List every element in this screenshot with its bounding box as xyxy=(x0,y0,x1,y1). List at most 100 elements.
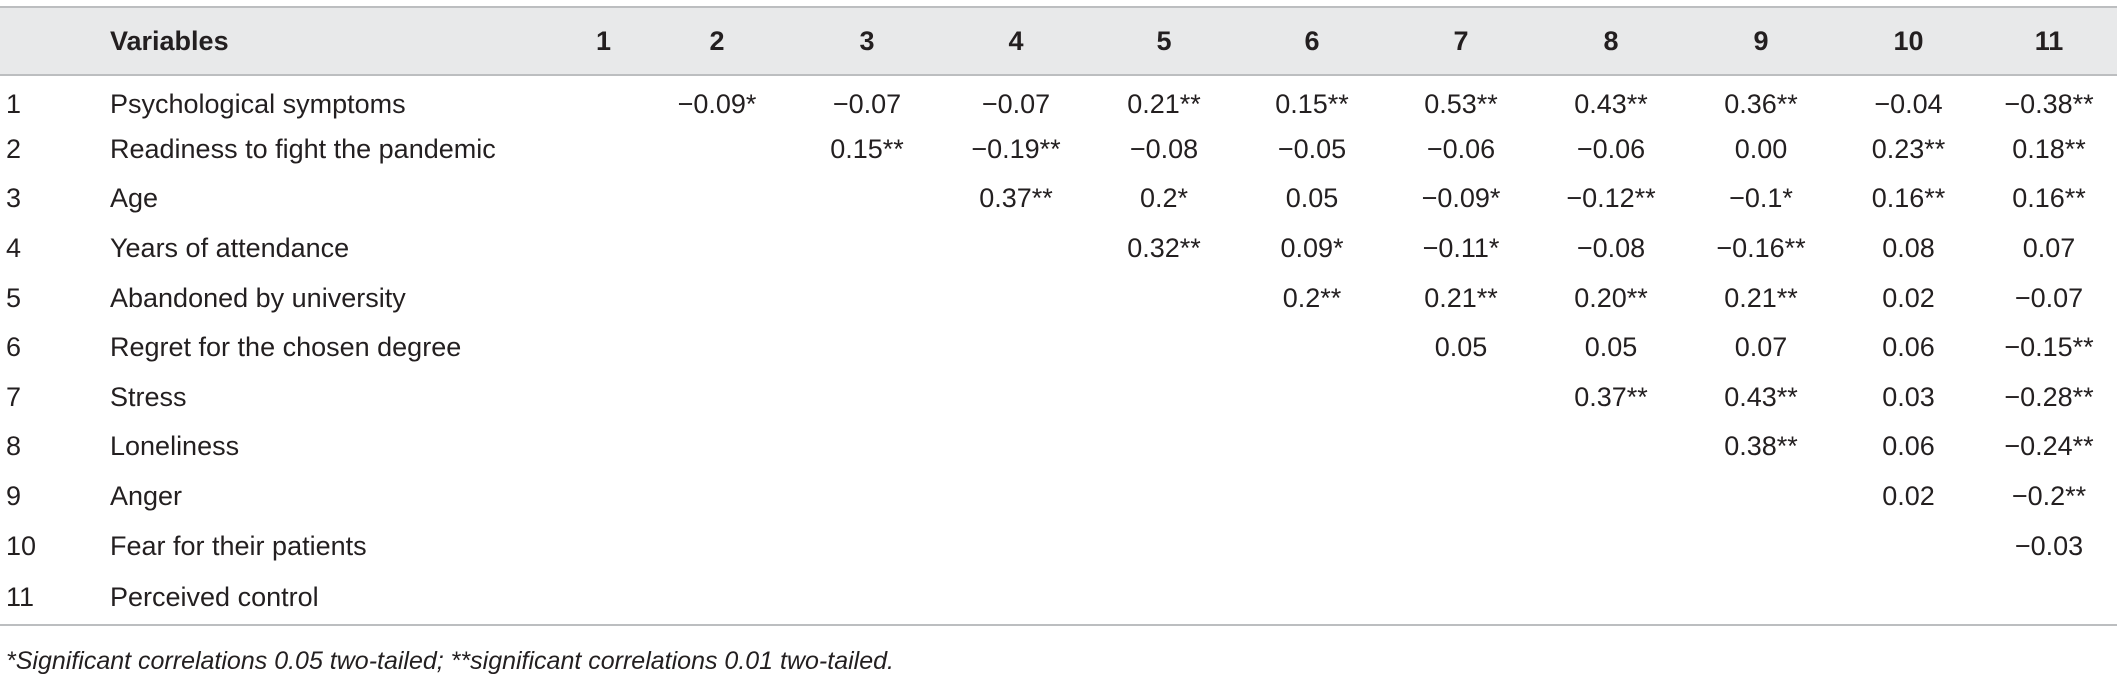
correlation-cell-5: 0.32** xyxy=(1127,233,1201,264)
correlation-cell-8: 0.20** xyxy=(1574,282,1648,313)
table-row: 4 Years of attendance 0.32** 0.09* −0.11* −0.… xyxy=(0,224,2117,274)
correlation-cell-3 xyxy=(792,422,942,472)
correlation-cell-7: 0.53** xyxy=(1424,88,1498,119)
correlation-cell-1 xyxy=(565,323,642,373)
correlation-cell-10: 0.02 xyxy=(1882,481,1935,512)
correlation-cell-10 xyxy=(1836,570,1981,626)
correlation-cell-4 xyxy=(942,273,1090,323)
correlation-cell-10: 0.08 xyxy=(1882,233,1935,264)
correlation-cell-11: −0.03 xyxy=(2014,530,2084,561)
correlation-cell-2 xyxy=(642,422,792,472)
correlation-cell-2 xyxy=(642,570,792,626)
correlation-cell-2 xyxy=(642,224,792,274)
correlation-cell-8: 0.43** xyxy=(1574,88,1648,119)
row-number: 4 xyxy=(6,233,22,264)
correlation-cell-11: −0.2** xyxy=(2011,481,2087,512)
correlation-cell-3 xyxy=(792,472,942,522)
correlation-cell-4 xyxy=(942,472,1090,522)
correlation-cell-5 xyxy=(1090,521,1238,571)
table-row: 6 Regret for the chosen degree 0.05 0.05 0.0… xyxy=(0,323,2117,373)
table-row: 1 Psychological symptoms −0.09* −0.07 −0.07 0… xyxy=(0,75,2117,125)
correlation-cell-8 xyxy=(1536,521,1686,571)
variable-name: Fear for their patients xyxy=(110,530,367,561)
correlation-cell-7 xyxy=(1386,570,1536,626)
correlation-cell-8 xyxy=(1536,570,1686,626)
row-number: 11 xyxy=(0,570,110,626)
correlation-cell-10: 0.16** xyxy=(1871,183,1946,214)
correlation-cell-1 xyxy=(565,224,642,274)
row-number: 1 xyxy=(6,88,22,119)
correlation-cell-3 xyxy=(792,570,942,626)
correlation-cell-5: 0.2* xyxy=(1139,183,1189,214)
correlation-cell-10: 0.03 xyxy=(1882,381,1935,412)
row-number: 9 xyxy=(6,481,22,512)
variable-name: Years of attendance xyxy=(110,233,350,264)
header-col-6: 6 xyxy=(1238,6,1386,76)
correlation-cell-6 xyxy=(1238,472,1386,522)
correlation-cell-10: 0.06 xyxy=(1882,431,1935,462)
correlation-cell-6 xyxy=(1238,570,1386,626)
correlation-cell-2 xyxy=(642,521,792,571)
variable-name: Stress xyxy=(110,381,187,412)
correlation-cell-4: −0.19** xyxy=(971,133,1061,164)
correlation-cell-8: −0.06 xyxy=(1576,133,1646,164)
table-row: 11 Perceived control xyxy=(0,570,2117,626)
correlation-cell-1 xyxy=(565,75,642,125)
correlation-cell-5 xyxy=(1090,373,1238,423)
variable-name: Psychological symptoms xyxy=(110,88,406,119)
correlation-cell-9: 0.43** xyxy=(1724,381,1798,412)
table-row: 5 Abandoned by university 0.2** 0.21** 0.20*… xyxy=(0,273,2117,323)
correlation-cell-3: −0.07 xyxy=(832,88,902,119)
correlation-cell-7: 0.21** xyxy=(1424,282,1498,313)
correlation-cell-11: −0.28** xyxy=(2004,381,2094,412)
row-number: 6 xyxy=(6,332,22,363)
correlation-table: Variables 1 2 3 4 5 6 7 8 9 10 11 1 Psych… xyxy=(0,6,2117,626)
correlation-cell-2 xyxy=(642,323,792,373)
correlation-cell-3 xyxy=(792,174,942,224)
correlation-cell-5: −0.08 xyxy=(1129,133,1199,164)
correlation-cell-7: −0.06 xyxy=(1426,133,1496,164)
correlation-cell-2 xyxy=(642,174,792,224)
table-row: 7 Stress 0.37** 0.43** 0.03 −0.28** xyxy=(0,373,2117,423)
correlation-cell-6 xyxy=(1238,373,1386,423)
table-body: 1 Psychological symptoms −0.09* −0.07 −0.07 0… xyxy=(0,75,2117,626)
correlation-cell-2 xyxy=(642,273,792,323)
row-number: 8 xyxy=(6,431,22,462)
header-num-cell xyxy=(0,6,110,76)
header-row: Variables 1 2 3 4 5 6 7 8 9 10 11 xyxy=(0,6,2117,76)
correlation-cell-1 xyxy=(565,273,642,323)
correlation-cell-7 xyxy=(1386,472,1536,522)
correlation-cell-3: 0.15** xyxy=(830,133,904,164)
correlation-cell-9 xyxy=(1686,570,1836,626)
variable-name: Abandoned by university xyxy=(110,282,406,313)
header-col-8: 8 xyxy=(1536,6,1686,76)
header-col-7: 7 xyxy=(1386,6,1536,76)
correlation-cell-9: 0.07 xyxy=(1734,332,1788,363)
correlation-cell-6 xyxy=(1238,323,1386,373)
header-col-10: 10 xyxy=(1836,6,1981,76)
correlation-cell-11: 0.18** xyxy=(2012,133,2086,164)
correlation-cell-9: −0.16** xyxy=(1716,233,1806,264)
correlation-cell-5 xyxy=(1090,273,1238,323)
correlation-cell-9: −0.1* xyxy=(1729,183,1793,214)
correlation-cell-6: 0.05 xyxy=(1285,183,1339,214)
correlation-cell-6: 0.15** xyxy=(1275,88,1349,119)
correlation-cell-5: 0.21** xyxy=(1127,88,1201,119)
correlation-cell-8: 0.37** xyxy=(1574,381,1648,412)
correlation-cell-2 xyxy=(642,125,792,175)
correlation-cell-4 xyxy=(942,422,1090,472)
header-col-11: 11 xyxy=(1981,6,2117,76)
correlation-cell-4 xyxy=(942,521,1090,571)
table-row: 10 Fear for their patients −0.03 xyxy=(0,521,2117,571)
table-row: 8 Loneliness 0.38** 0.06 −0.24** xyxy=(0,422,2117,472)
correlation-cell-8: −0.08 xyxy=(1576,233,1646,264)
correlation-cell-11: −0.15** xyxy=(2004,332,2094,363)
table-row: 9 Anger 0.02 −0.2** xyxy=(0,472,2117,522)
row-number: 3 xyxy=(6,183,22,214)
correlation-cell-11: −0.38** xyxy=(2004,88,2094,119)
correlation-cell-2 xyxy=(642,472,792,522)
correlation-cell-9: 0.00 xyxy=(1734,133,1788,164)
variable-name: Readiness to fight the pandemic xyxy=(110,133,496,164)
correlation-cell-8: 0.05 xyxy=(1584,332,1638,363)
correlation-cell-3 xyxy=(792,521,942,571)
